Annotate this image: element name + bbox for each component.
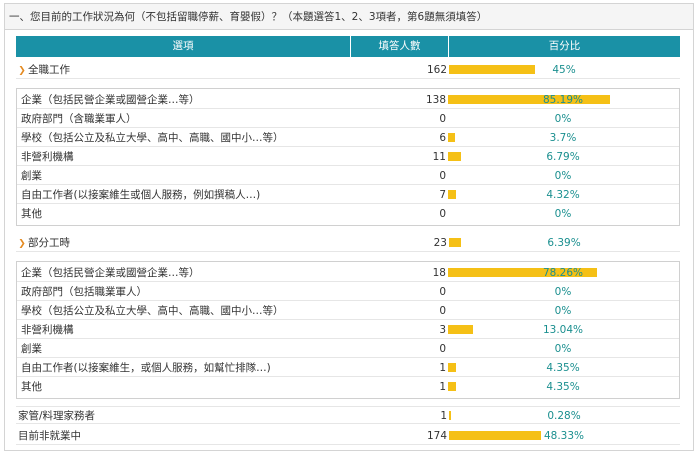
percent-value: 0% [554, 170, 572, 182]
percent-bar [448, 382, 456, 391]
percent-value: 4.32% [546, 189, 580, 201]
list-item: 自由工作者(以接案維生，或個人服務，如幫忙排隊…) 1 4.35% [17, 359, 679, 377]
percent-value: 0.28% [547, 410, 581, 422]
item-label: 政府部門（包括職業軍人） [21, 286, 147, 298]
group-row-fulltime[interactable]: ❯ 全職工作 162 45% [16, 61, 680, 79]
percent-value: 4.35% [546, 381, 580, 393]
count-value: 3 [439, 324, 446, 336]
percent-value: 6.79% [546, 151, 580, 163]
percent-bar [448, 325, 473, 334]
count-value: 18 [432, 267, 446, 279]
list-item: 其他 1 4.35% [17, 378, 679, 396]
chevron-down-icon[interactable]: ❯ [18, 239, 26, 249]
count-value: 0 [439, 343, 446, 355]
count-value: 1 [439, 362, 446, 374]
list-item: 非營利機構 11 6.79% [17, 148, 679, 166]
item-label: 自由工作者(以接案維生，或個人服務，如幫忙排隊…) [21, 362, 271, 374]
row-not-employed: 目前非就業中 174 48.33% [16, 427, 680, 445]
count-value: 174 [426, 430, 447, 442]
list-item: 政府部門（含職業軍人） 0 0% [17, 110, 679, 128]
percent-bar [448, 268, 597, 277]
percent-bar [449, 65, 535, 74]
count-value: 6 [439, 132, 446, 144]
item-label: 自由工作者(以接案維生或個人服務，例如撰稿人…) [21, 189, 261, 201]
column-header-count: 填答人數 [351, 36, 449, 57]
percent-value: 0% [554, 208, 572, 220]
list-item: 創業 0 0% [17, 340, 679, 358]
row-homemaker: 家管/料理家務者 1 0.28% [16, 406, 680, 424]
item-label: 政府部門（含職業軍人） [21, 113, 137, 125]
item-label: 非營利機構 [21, 324, 74, 336]
list-item: 企業（包括民營企業或國營企業…等） 138 85.19% [17, 91, 679, 109]
group-row-parttime[interactable]: ❯ 部分工時 23 6.39% [16, 234, 680, 252]
item-label: 學校（包括公立及私立大學、高中、高職、國中小…等） [21, 132, 284, 144]
percent-value: 0% [554, 113, 572, 125]
item-label: 其他 [21, 381, 42, 393]
percent-bar [448, 95, 610, 104]
percent-value: 85.19% [542, 94, 584, 106]
percent-value: 13.04% [542, 324, 584, 336]
item-label: 創業 [21, 343, 42, 355]
percent-bar [449, 238, 461, 247]
percent-value: 48.33% [543, 430, 585, 442]
count-value: 23 [433, 237, 447, 249]
count-value: 0 [439, 113, 446, 125]
percent-value: 4.35% [546, 362, 580, 374]
percent-value: 3.7% [549, 132, 577, 144]
percent-value: 0% [554, 286, 572, 298]
percent-bar [449, 411, 451, 420]
item-label: 企業（包括民營企業或國營企業…等） [21, 94, 200, 106]
column-header-option: 選項 [16, 36, 351, 57]
list-item: 學校（包括公立及私立大學、高中、高職、國中小…等） 6 3.7% [17, 129, 679, 147]
list-item: 企業（包括民營企業或國營企業…等） 18 78.26% [17, 264, 679, 282]
question-title: 一、您目前的工作狀況為何（不包括留職停薪、育嬰假）？（本題選答1、2、3項者，第… [5, 4, 693, 30]
item-label: 學校（包括公立及私立大學、高中、高職、國中小…等） [21, 305, 284, 317]
count-value: 11 [432, 151, 446, 163]
percent-value: 45% [552, 64, 576, 76]
group-label: 全職工作 [28, 64, 70, 76]
group-detail-fulltime: 企業（包括民營企業或國營企業…等） 138 85.19% 政府部門（含職業軍人）… [16, 88, 680, 226]
item-label: 創業 [21, 170, 42, 182]
percent-value: 78.26% [542, 267, 584, 279]
count-value: 0 [439, 286, 446, 298]
percent-value: 0% [554, 305, 572, 317]
count-value: 0 [439, 208, 446, 220]
count-value: 1 [440, 410, 447, 422]
chevron-down-icon[interactable]: ❯ [18, 66, 26, 76]
count-value: 0 [439, 170, 446, 182]
item-label: 非營利機構 [21, 151, 74, 163]
item-label: 企業（包括民營企業或國營企業…等） [21, 267, 200, 279]
percent-value: 0% [554, 343, 572, 355]
percent-bar [448, 133, 455, 142]
percent-bar [448, 190, 456, 199]
group-label: 部分工時 [28, 237, 70, 249]
column-header-percent: 百分比 [449, 36, 680, 57]
count-value: 162 [426, 64, 447, 76]
percent-bar [448, 152, 461, 161]
percent-value: 6.39% [547, 237, 581, 249]
percent-bar [449, 431, 541, 440]
list-item: 政府部門（包括職業軍人） 0 0% [17, 283, 679, 301]
list-item: 自由工作者(以接案維生或個人服務，例如撰稿人…) 7 4.32% [17, 186, 679, 204]
count-value: 7 [439, 189, 446, 201]
list-item: 非營利機構 3 13.04% [17, 321, 679, 339]
list-item: 其他 0 0% [17, 205, 679, 223]
list-item: 學校（包括公立及私立大學、高中、高職、國中小…等） 0 0% [17, 302, 679, 320]
group-detail-parttime: 企業（包括民營企業或國營企業…等） 18 78.26% 政府部門（包括職業軍人）… [16, 261, 680, 399]
count-value: 0 [439, 305, 446, 317]
percent-bar [448, 363, 456, 372]
item-label: 家管/料理家務者 [18, 410, 96, 422]
count-value: 138 [425, 94, 446, 106]
list-item: 創業 0 0% [17, 167, 679, 185]
count-value: 1 [439, 381, 446, 393]
item-label: 目前非就業中 [18, 430, 81, 442]
item-label: 其他 [21, 208, 42, 220]
